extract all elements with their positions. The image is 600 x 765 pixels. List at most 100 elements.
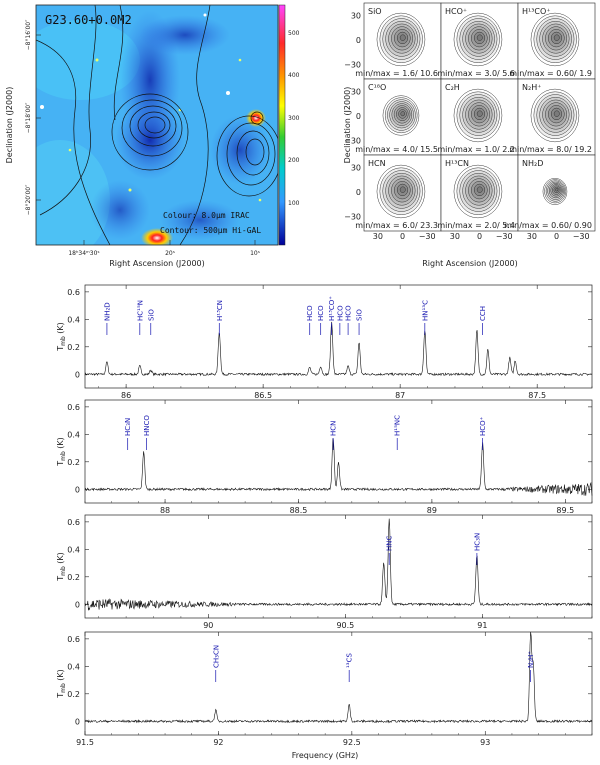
line-id-label: H¹³CN: [216, 300, 224, 321]
molecule-panel: HCN min/max = 6.0/ 23.3 30 0 −30 30 0 −30: [344, 154, 442, 241]
line-id-label: CH₃CN: [212, 645, 220, 668]
ytick-label: 0.2: [67, 343, 80, 352]
contour-level: [476, 34, 483, 41]
molecule-name: C¹⁸O: [368, 83, 386, 92]
molecule-name: C₂H: [445, 83, 460, 92]
contour-level: [399, 186, 406, 193]
spectrum-trace: [84, 321, 593, 377]
line-id-label: HN¹³C: [421, 300, 429, 321]
xtick-label: 88: [160, 506, 170, 515]
line-id-label: SiO: [147, 309, 155, 321]
panel-ytick: 0: [356, 188, 361, 197]
molecule-name: H¹³CO⁺: [522, 7, 551, 16]
contour-level: [553, 110, 560, 117]
ytick-label: 0: [75, 370, 80, 379]
panel-ytick: 30: [351, 164, 361, 173]
panel-xtick: −30: [573, 232, 590, 241]
ylabel: Tmb (K): [56, 552, 67, 582]
line-id-label: HC¹⁵N: [136, 300, 144, 321]
ytick-label: 0.4: [67, 430, 80, 439]
contour-level: [476, 186, 483, 193]
xtick-label: 93: [480, 738, 490, 747]
minmax-label: min/max = 6.0/ 23.3: [355, 221, 438, 230]
panel-ytick: −30: [344, 212, 361, 221]
line-id-label: H¹³CO⁺: [328, 296, 336, 321]
xtick-label: 87: [395, 391, 405, 400]
ytick-label: 0.6: [67, 403, 80, 412]
minmax-label: min/max = 0.60/ 1.9: [509, 69, 592, 78]
xtick-label: 91.5: [76, 738, 94, 747]
line-id-label: NH₂D: [103, 302, 111, 321]
map-xtick: 10ˢ: [250, 250, 260, 257]
ytick-label: 0.2: [67, 458, 80, 467]
panel-ytick: 30: [351, 88, 361, 97]
xtick-label: 86: [121, 391, 131, 400]
map-title: G23.60+0.0M2: [45, 13, 132, 27]
line-id-label: ¹³CS: [346, 653, 354, 669]
spectrum-trace: [84, 518, 593, 611]
molecule-panels: SiO min/max = 1.6/ 10.6 30 0 −30 HCO⁺ min/max …: [344, 2, 596, 241]
panel-xtick: −30: [419, 232, 436, 241]
molecule-panel: C¹⁸O min/max = 4.0/ 15.5 30 0 −30: [344, 78, 442, 156]
panel-xtick: 30: [450, 232, 460, 241]
panel-xtick: −30: [496, 232, 513, 241]
panel-ytick: 0: [356, 112, 361, 121]
colorbar-tick: 400: [288, 72, 300, 79]
panel-ytick: −30: [344, 60, 361, 69]
xtick-label: 89.5: [556, 506, 574, 515]
ylabel: Tmb (K): [56, 322, 67, 352]
minmax-label: min/max = 8.0/ 19.2: [509, 145, 592, 154]
minmax-label: min/max = 1.6/ 10.6: [355, 69, 438, 78]
xtick-label: 91: [477, 621, 487, 630]
minmax-label: min/max = 2.0/ 5.4: [437, 221, 515, 230]
minmax-label: min/max = 1.0/ 2.2: [437, 145, 515, 154]
panel-xtick: 30: [527, 232, 537, 241]
ytick-label: 0.2: [67, 690, 80, 699]
xtick-label: 90: [203, 621, 213, 630]
map-xtick: 18ʰ34ᵐ30ˢ: [68, 250, 99, 257]
ytick-label: 0.2: [67, 573, 80, 582]
panel-ytick: 0: [356, 36, 361, 45]
map-ytick: −8°20′00″: [25, 184, 32, 215]
spectrum-panel: 0 0.2 0.4 0.6 90 90.5 91 Tmb (K) HNC HC₃N: [56, 514, 593, 630]
xtick-label: 87.5: [528, 391, 546, 400]
colorbar-tick: 500: [288, 30, 300, 37]
line-id-label: HNCO: [143, 415, 151, 436]
line-id-label: HNC: [386, 536, 394, 552]
panel-ytick: −30: [344, 136, 361, 145]
ytick-label: 0.4: [67, 315, 80, 324]
colorbar: 500 400 300 200 100: [278, 4, 300, 246]
line-id-label: N₂H⁺: [527, 651, 535, 668]
contour-level: [400, 111, 405, 117]
ytick-label: 0: [75, 600, 80, 609]
ytick-label: 0.6: [67, 288, 80, 297]
xtick-label: 92.5: [343, 738, 361, 747]
line-id-label: HCO: [317, 305, 325, 321]
xtick-label: 89: [427, 506, 437, 515]
contour-level: [476, 110, 483, 117]
line-id-label: H¹⁵NC: [394, 415, 402, 436]
colorbar-tick: 100: [288, 200, 300, 207]
panel-xtick: 0: [554, 232, 559, 241]
map-xtick: 20ˢ: [165, 250, 175, 257]
molecule-panel: SiO min/max = 1.6/ 10.6 30 0 −30: [344, 2, 442, 80]
panel-xtick: 30: [373, 232, 383, 241]
ytick-label: 0: [75, 485, 80, 494]
spectrum-panel: 0 0.2 0.4 0.6 91.5 92 92.5 93 Tmb (K) CH₃CN ¹³CS N₂…: [56, 631, 593, 747]
minmax-label: min/max = 0.60/ 0.90: [504, 221, 592, 230]
map-contour-label: Contour: 500µm Hi-GAL: [160, 226, 261, 235]
molecule-name: HCO⁺: [445, 7, 467, 16]
xtick-label: 88.5: [290, 506, 308, 515]
line-id-label: HCO: [306, 305, 314, 321]
xtick-label: 92: [213, 738, 223, 747]
minmax-label: min/max = 4.0/ 15.5: [355, 145, 438, 154]
map-ytick: −8°16′00″: [25, 19, 32, 50]
ylabel: Tmb (K): [56, 669, 67, 699]
molecule-panel: H¹³CO⁺ min/max = 0.60/ 1.9: [509, 2, 596, 80]
molecule-name: H¹³CN: [445, 159, 469, 168]
molecule-panel: N₂H⁺ min/max = 8.0/ 19.2: [509, 78, 596, 156]
line-id-label: HCO: [336, 305, 344, 321]
ytick-label: 0.6: [67, 635, 80, 644]
